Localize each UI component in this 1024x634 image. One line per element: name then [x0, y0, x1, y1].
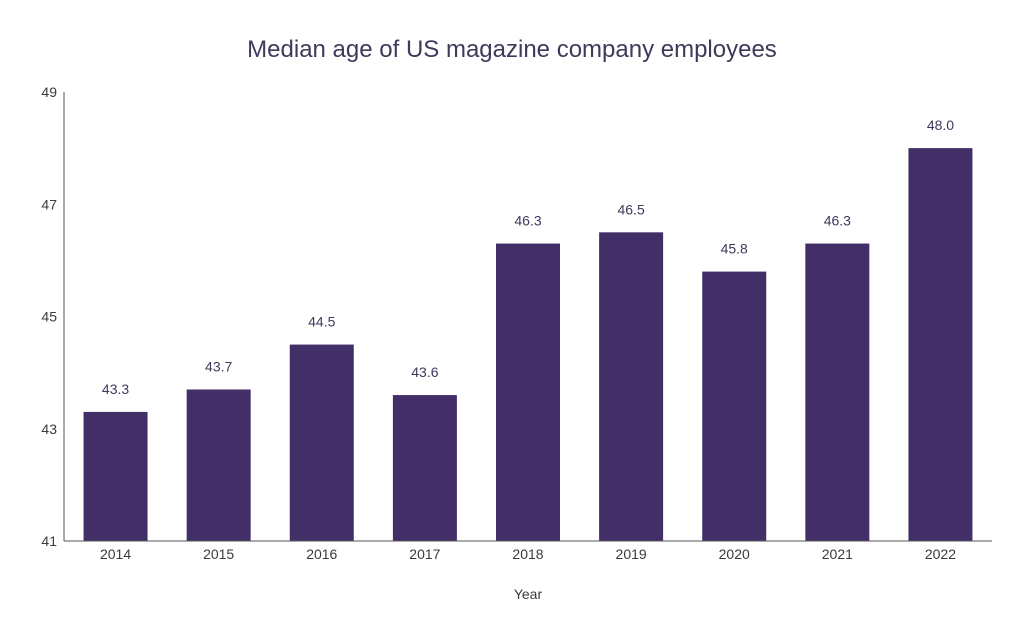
- x-axis-title: Year: [514, 586, 543, 602]
- x-tick-label-2015: 2015: [203, 546, 234, 562]
- data-label-2014: 43.3: [102, 381, 129, 397]
- bar-2015: [186, 389, 251, 541]
- x-tick-label-2018: 2018: [512, 546, 543, 562]
- x-tick-label-2017: 2017: [409, 546, 440, 562]
- x-axis-ticks: 2014 2015 2016 2017 2018 2019 2020 2021 2022: [100, 546, 956, 562]
- bar-2020: [702, 271, 767, 541]
- y-tick-label: 43: [41, 421, 57, 437]
- bar-2021: [805, 243, 870, 541]
- bar-2018: [496, 243, 560, 541]
- data-label-2017: 43.6: [411, 364, 438, 380]
- data-label-2020: 45.8: [721, 241, 748, 257]
- x-tick-label-2014: 2014: [100, 546, 131, 562]
- bar-2014: [83, 411, 148, 541]
- x-tick-label-2022: 2022: [925, 546, 956, 562]
- x-tick-label-2020: 2020: [719, 546, 750, 562]
- x-tick-label-2016: 2016: [306, 546, 337, 562]
- bar-2019: [599, 232, 664, 541]
- data-label-2021: 46.3: [824, 213, 851, 229]
- chart-title: Median age of US magazine company employ…: [247, 36, 777, 63]
- y-tick-label: 49: [41, 84, 57, 100]
- bar-2017: [392, 395, 457, 541]
- y-tick-label: 47: [41, 196, 57, 212]
- data-label-2022: 48.0: [927, 117, 954, 133]
- data-label-2019: 46.5: [617, 201, 644, 217]
- x-tick-label-2021: 2021: [822, 546, 853, 562]
- bar-2016: [289, 344, 354, 541]
- x-tick-label-2019: 2019: [616, 546, 647, 562]
- data-label-2018: 46.3: [514, 213, 541, 229]
- data-label-2016: 44.5: [308, 314, 335, 330]
- y-tick-label: 45: [41, 309, 57, 325]
- bars-group: [83, 148, 973, 541]
- data-label-2015: 43.7: [205, 358, 232, 374]
- y-axis-ticks: 41 43 45 47 49: [41, 84, 57, 549]
- y-tick-label: 41: [41, 533, 57, 549]
- data-labels-group: 43.3 43.7 44.5 43.6 46.3 46.5 45.8 46.3 48.0: [102, 117, 954, 397]
- bar-2022: [908, 148, 973, 541]
